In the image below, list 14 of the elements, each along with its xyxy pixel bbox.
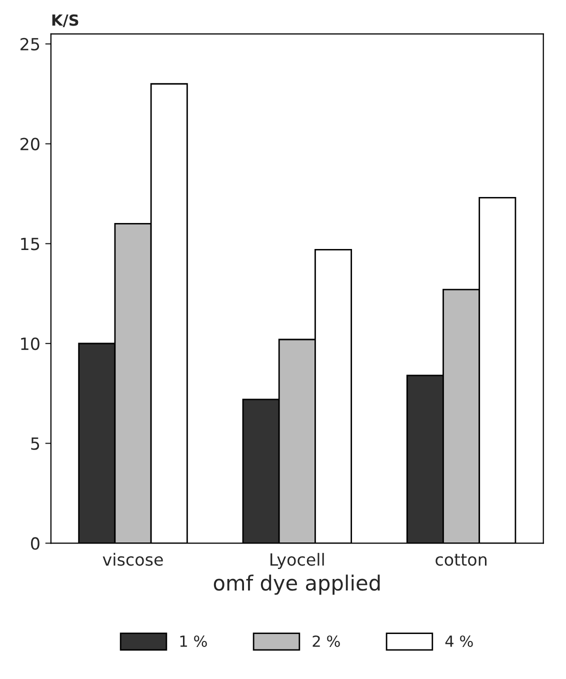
y-axis-title: K/S	[52, 14, 78, 28]
y-tick-label: 5	[31, 438, 40, 450]
y-tick-label: 10	[21, 337, 40, 350]
x-tick-label: cotton	[436, 554, 486, 566]
x-axis-title: omf dye applied	[214, 574, 380, 595]
y-tick-label: 0	[31, 537, 40, 550]
legend-label: 4 %	[445, 635, 473, 647]
y-tick-label: 15	[21, 238, 40, 250]
x-tick-label: viscose	[102, 552, 163, 566]
y-tick-label: 25	[20, 38, 40, 51]
legend-label: 2 %	[312, 635, 340, 647]
legend-label: 1 %	[180, 635, 207, 647]
x-tick-label: Lyocell	[270, 552, 324, 570]
y-tick-label: 20	[20, 138, 40, 150]
